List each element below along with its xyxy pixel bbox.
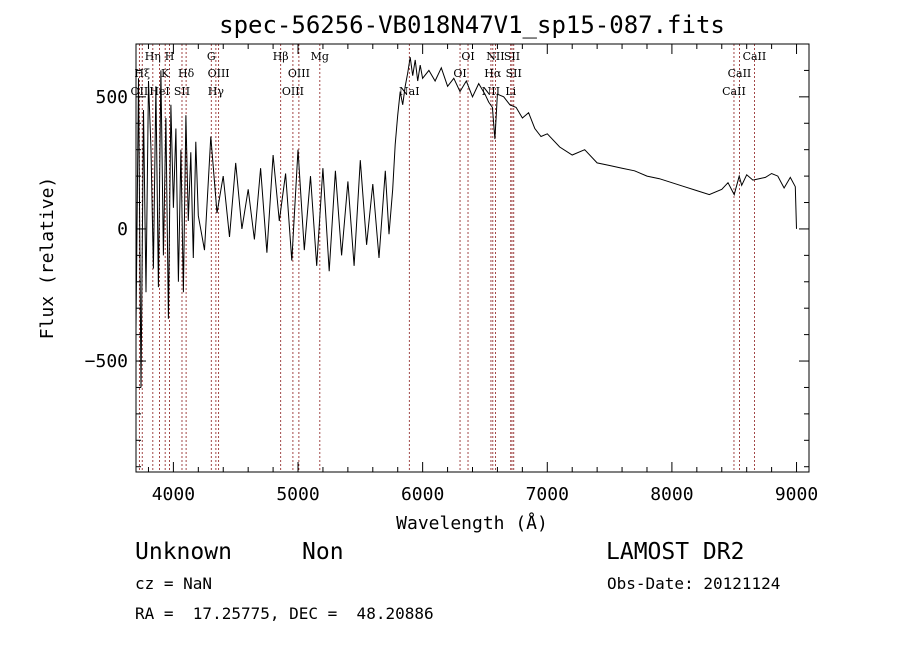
- y-axis-label: Flux (relative): [37, 177, 58, 340]
- plot-frame: [135, 43, 810, 473]
- spectral-line-label: Hδ: [178, 67, 195, 80]
- spectral-line-label: Hη: [145, 50, 161, 63]
- object-class: Unknown: [135, 539, 232, 565]
- spectral-line-label: Hγ: [208, 85, 225, 98]
- y-axis-ticks: −500 0 500: [85, 43, 809, 468]
- spectral-line-label: SII: [504, 50, 520, 63]
- spectral-line-label: K: [161, 67, 170, 80]
- spectral-line-label: OIII: [288, 67, 310, 80]
- x-tick-label: 8000: [650, 484, 693, 505]
- spectral-line-label: OI: [461, 50, 474, 63]
- spectral-line-label: SII: [174, 85, 190, 98]
- spectral-line-label: SII: [506, 67, 522, 80]
- spectral-line-label: Hβ: [273, 50, 289, 63]
- observation-date: Obs-Date: 20121124: [607, 574, 781, 593]
- x-axis-ticks: 4000 5000 6000 7000 8000 9000: [147, 44, 818, 505]
- x-tick-label: 9000: [775, 484, 818, 505]
- x-tick-label: 5000: [276, 484, 319, 505]
- spectral-line-label: Mg: [311, 50, 329, 63]
- x-axis-label: Wavelength (Å): [396, 512, 548, 534]
- spectral-line-label: Hα: [484, 67, 502, 80]
- spectral-line-label: CaII: [743, 50, 767, 63]
- spectral-line-label: Li: [505, 85, 516, 98]
- spectral-line-label: G: [207, 50, 216, 63]
- spectral-line-label: OIII: [282, 85, 304, 98]
- spectral-line-label: CaII: [728, 67, 752, 80]
- object-subclass: Non: [302, 539, 344, 565]
- spectral-line-markers: [138, 44, 755, 472]
- spectrum-chart: spec-56256-VB018N47V1_sp15-087.fits Hη HH…: [37, 11, 818, 534]
- redshift-readout: cz = NaN: [135, 574, 213, 593]
- x-tick-label: 7000: [526, 484, 569, 505]
- spectral-line-label: NII: [486, 50, 504, 63]
- spectral-line-label: NII: [482, 85, 500, 98]
- x-tick-label: 4000: [152, 484, 195, 505]
- spectral-line-label: Hξ: [134, 67, 150, 80]
- spectral-line-label: H: [165, 50, 175, 63]
- survey-name: LAMOST DR2: [606, 539, 745, 565]
- flux-series-line: [135, 57, 797, 388]
- y-tick-label: −500: [85, 351, 128, 372]
- spectral-line-label: OII: [131, 85, 149, 98]
- spectral-line-label: HeI: [149, 85, 169, 98]
- y-tick-label: 0: [117, 219, 128, 240]
- spectral-line-label: OIII: [208, 67, 230, 80]
- coordinates-readout: RA = 17.25775, DEC = 48.20886: [135, 604, 434, 623]
- spectral-line-label: NaI: [399, 85, 420, 98]
- x-tick-label: 6000: [401, 484, 444, 505]
- y-tick-label: 500: [95, 87, 128, 108]
- spectral-line-label: OI: [453, 67, 466, 80]
- chart-title: spec-56256-VB018N47V1_sp15-087.fits: [219, 11, 725, 39]
- spectral-line-label: CaII: [722, 85, 746, 98]
